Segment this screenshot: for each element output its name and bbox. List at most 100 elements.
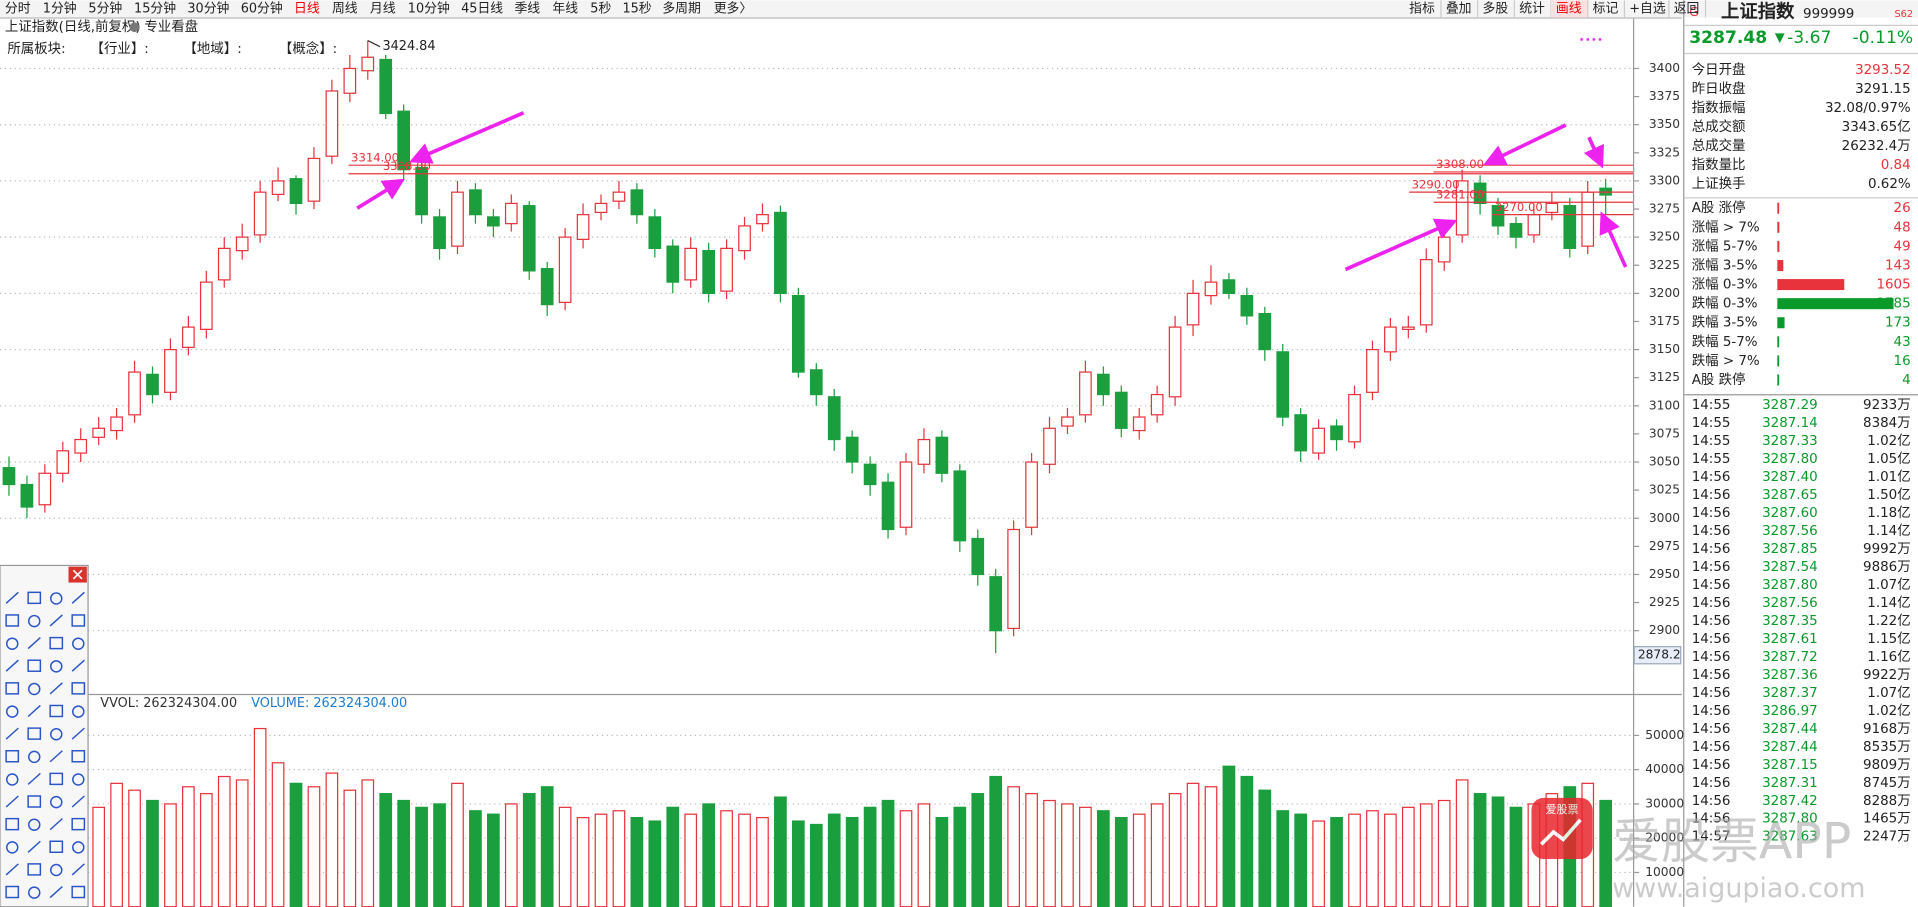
tool-icon[interactable] <box>49 885 63 899</box>
period-tab[interactable]: 30分钟 <box>187 0 229 16</box>
period-tab[interactable]: 周线 <box>332 1 358 16</box>
tool-icon[interactable] <box>28 682 41 696</box>
tool-button[interactable]: 叠加 <box>1446 1 1472 16</box>
period-tab[interactable]: 季线 <box>514 1 540 16</box>
tool-icon[interactable] <box>27 727 42 740</box>
period-tab[interactable]: 1分钟 <box>43 0 77 16</box>
candle-body <box>774 211 787 294</box>
candle-body <box>809 369 823 396</box>
tool-icon[interactable] <box>5 750 20 763</box>
tool-icon[interactable] <box>28 818 41 831</box>
tool-icon[interactable] <box>28 614 41 628</box>
tool-icon[interactable] <box>49 840 64 854</box>
candle-body <box>1168 326 1182 398</box>
tool-icon[interactable] <box>71 750 86 763</box>
tick-volume: 1.16亿 <box>1867 649 1910 665</box>
tool-icon[interactable] <box>49 772 64 786</box>
volume-bar <box>791 820 805 907</box>
tick-time: 14:56 <box>1692 560 1731 575</box>
tool-icon[interactable] <box>5 637 19 650</box>
tool-icon[interactable] <box>27 795 42 808</box>
tool-icon[interactable] <box>27 637 41 650</box>
tool-icon[interactable] <box>28 886 41 899</box>
tool-icon[interactable] <box>72 841 85 854</box>
tool-icon[interactable] <box>27 863 42 876</box>
max-pointer <box>367 40 381 48</box>
tool-icon[interactable] <box>72 637 85 650</box>
breadth-count: 16 <box>1894 354 1911 369</box>
tool-icon[interactable] <box>71 591 85 604</box>
tool-icon[interactable] <box>71 659 85 672</box>
volume-bar <box>343 789 357 907</box>
tool-icon[interactable] <box>5 817 20 831</box>
tool-icon[interactable] <box>49 704 64 718</box>
tool-button[interactable]: 标记 <box>1593 1 1619 16</box>
period-tab[interactable]: 日线 <box>294 1 320 16</box>
tool-icon[interactable] <box>5 682 20 695</box>
tool-icon[interactable] <box>27 659 42 672</box>
tool-icon[interactable] <box>71 727 85 740</box>
tool-button[interactable]: +自选 <box>1629 1 1666 16</box>
period-tab[interactable]: 10分钟 <box>408 0 450 16</box>
tool-icon[interactable] <box>5 773 19 786</box>
tool-button[interactable]: 统计 <box>1519 1 1545 16</box>
tool-icon[interactable] <box>5 727 19 740</box>
period-tab[interactable]: 15分钟 <box>134 0 176 16</box>
period-tab[interactable]: 分时 <box>5 1 31 16</box>
tool-icon[interactable] <box>72 705 85 718</box>
tool-icon[interactable] <box>5 591 19 604</box>
tool-icon[interactable] <box>71 682 86 695</box>
tool-icon[interactable] <box>71 885 86 899</box>
period-tab[interactable]: 45日线 <box>461 1 503 16</box>
volume-bar <box>1025 793 1038 907</box>
tool-icon[interactable] <box>71 614 86 627</box>
tool-icon[interactable] <box>5 705 19 718</box>
tool-icon[interactable] <box>5 659 19 672</box>
tool-icon[interactable] <box>5 863 19 876</box>
tool-icon[interactable] <box>50 795 63 809</box>
breadth-label: 涨幅 3-5% <box>1692 257 1758 273</box>
tool-icon[interactable] <box>50 592 63 605</box>
tool-icon[interactable] <box>49 614 63 627</box>
tool-icon[interactable] <box>5 795 19 808</box>
volume-bar <box>702 803 716 907</box>
volume-bar <box>1043 799 1056 907</box>
period-tab[interactable]: 多周期 <box>662 1 700 16</box>
tool-icon[interactable] <box>50 863 63 877</box>
tool-button[interactable]: 画线 <box>1556 1 1582 16</box>
period-tab[interactable]: 5分钟 <box>88 0 122 16</box>
y-tick-label: 3125 <box>1649 370 1680 384</box>
tool-icon[interactable] <box>27 840 41 853</box>
period-tab[interactable]: 更多〉 <box>714 1 752 16</box>
tool-button[interactable]: 返回 <box>1674 1 1700 16</box>
tool-icon[interactable] <box>71 863 85 876</box>
arrow <box>409 111 525 164</box>
tool-icon[interactable] <box>50 660 63 673</box>
tool-icon[interactable] <box>72 773 85 786</box>
candle-body <box>1043 427 1056 465</box>
tool-button[interactable]: 指标 <box>1409 1 1435 16</box>
period-tab[interactable]: 5秒 <box>590 1 611 16</box>
tool-icon[interactable] <box>27 772 41 785</box>
period-tab[interactable]: 年线 <box>552 1 578 16</box>
tool-icon[interactable] <box>27 704 41 718</box>
tool-icon[interactable] <box>71 817 86 831</box>
tool-icon[interactable] <box>5 841 19 854</box>
period-tab[interactable]: 60分钟 <box>241 0 283 16</box>
candle-body <box>1330 425 1343 441</box>
tick-price: 3287.44 <box>1762 722 1818 737</box>
period-tab[interactable]: 月线 <box>370 1 396 16</box>
tool-icon[interactable] <box>27 591 42 605</box>
period-tab[interactable]: 15秒 <box>622 1 651 16</box>
tool-icon[interactable] <box>71 795 85 808</box>
tool-button[interactable]: 多股 <box>1483 1 1509 16</box>
tool-icon[interactable] <box>49 750 63 763</box>
tool-icon[interactable] <box>49 682 63 695</box>
tool-icon[interactable] <box>49 636 64 650</box>
tool-icon[interactable] <box>49 818 63 831</box>
y-tick-label: 20000 <box>1645 831 1684 845</box>
tool-icon[interactable] <box>50 727 63 741</box>
tool-icon[interactable] <box>5 885 20 899</box>
tool-icon[interactable] <box>28 750 41 764</box>
tool-icon[interactable] <box>5 614 20 627</box>
